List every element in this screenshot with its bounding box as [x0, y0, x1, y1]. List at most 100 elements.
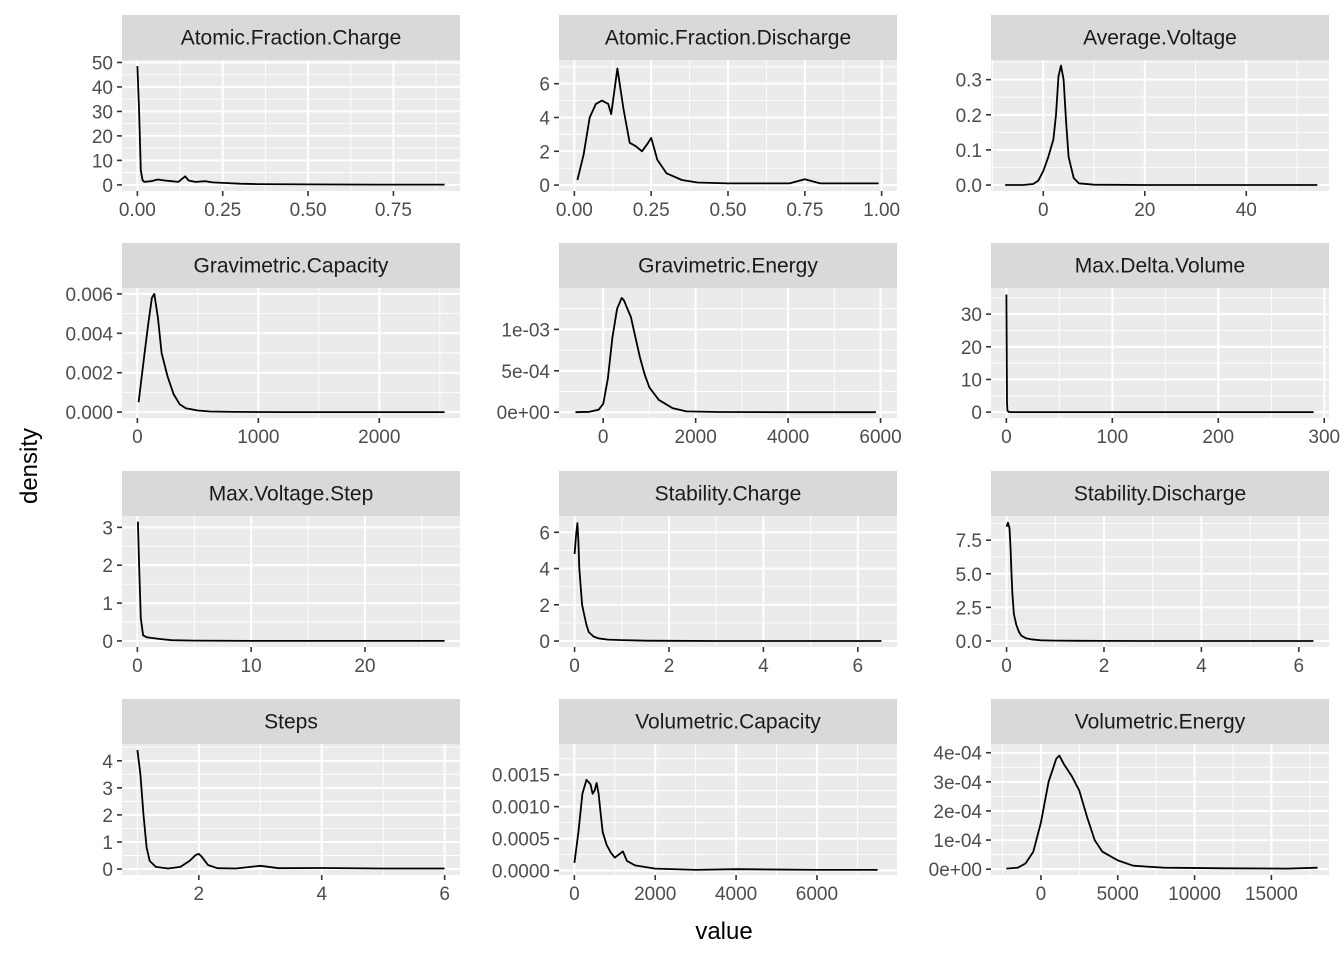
y-tick-label: 2	[539, 142, 550, 163]
y-tick-label: 2.5	[956, 598, 982, 619]
density-line	[576, 67, 879, 185]
density-line	[573, 522, 882, 642]
facet-strip	[122, 243, 460, 288]
x-axis-title: value	[695, 918, 752, 945]
y-tick-label: 10	[92, 151, 113, 172]
x-tick-label: 4	[1196, 656, 1207, 677]
x-tick-label: 0.50	[290, 200, 327, 221]
y-tick-label: 30	[92, 102, 113, 123]
y-tick-label: 4	[539, 108, 550, 129]
x-tick-label: 300	[1308, 427, 1340, 448]
y-tick-label: 6	[539, 75, 550, 96]
panel-background	[991, 60, 1329, 191]
y-tick-label: 10	[961, 370, 982, 391]
facet-panel: Volumetric.Capacity 0 2000 4000 6000 0.0000 0.…	[492, 699, 897, 905]
facet-strip-label: Steps	[264, 711, 318, 734]
x-tick-label: 40	[1236, 200, 1257, 221]
x-tick-label: 0	[1036, 884, 1047, 905]
y-tick-label: 1e-03	[501, 320, 550, 341]
x-tick-label: 2000	[634, 884, 676, 905]
y-tick-label: 4e-04	[933, 744, 982, 765]
x-tick-label: 0.00	[556, 200, 593, 221]
x-tick-label: 6	[439, 884, 450, 905]
y-tick-label: 0.3	[956, 71, 982, 92]
y-tick-label: 30	[961, 305, 982, 326]
facet-strip	[559, 15, 897, 60]
y-tick-label: 3	[102, 518, 113, 539]
y-tick-label: 2	[539, 596, 550, 617]
panel-background	[991, 288, 1329, 418]
y-tick-label: 0.0	[956, 632, 982, 653]
y-tick-label: 0.0005	[492, 830, 550, 851]
density-line	[575, 296, 876, 414]
facet-strip-label: Volumetric.Energy	[1075, 711, 1246, 734]
y-tick-label: 4	[102, 752, 113, 773]
x-tick-label: 20	[1134, 200, 1155, 221]
panel-background	[122, 516, 460, 647]
facet-panel: Gravimetric.Capacity 0 1000 2000 0.000 0.002 0…	[65, 243, 460, 448]
facet-strip-label: Max.Delta.Volume	[1075, 255, 1245, 278]
facet-strip-label: Stability.Discharge	[1074, 483, 1246, 506]
x-tick-label: 0.00	[119, 200, 156, 221]
facet-panel: Max.Voltage.Step 0 10 20 0 1 2 3	[102, 471, 460, 677]
x-tick-label: 15000	[1245, 884, 1298, 905]
x-tick-label: 4	[758, 656, 769, 677]
y-tick-label: 2	[102, 806, 113, 827]
y-axis-title: density	[16, 428, 43, 504]
x-tick-label: 0	[132, 427, 143, 448]
y-tick-label: 1	[102, 594, 113, 615]
x-tick-label: 0.75	[375, 200, 412, 221]
y-tick-label: 0	[539, 176, 550, 197]
y-tick-label: 0.0	[956, 176, 982, 197]
x-tick-label: 0.50	[710, 200, 747, 221]
y-tick-label: 20	[961, 338, 982, 359]
panel-background	[559, 516, 897, 647]
facet-strip-label: Gravimetric.Energy	[638, 255, 818, 278]
density-line	[137, 521, 445, 642]
x-tick-label: 6000	[796, 884, 838, 905]
density-line	[1005, 521, 1314, 642]
density-line	[137, 292, 445, 414]
x-tick-label: 4	[316, 884, 327, 905]
density-line	[136, 749, 445, 870]
panel-background	[122, 744, 460, 875]
y-tick-label: 5e-04	[501, 362, 550, 383]
x-tick-label: 4000	[715, 884, 757, 905]
x-tick-label: 2000	[358, 427, 400, 448]
y-tick-label: 1e-04	[933, 831, 982, 852]
x-tick-label: 1.00	[863, 200, 900, 221]
panel-background	[559, 288, 897, 418]
facet-strip	[991, 699, 1329, 744]
y-tick-label: 40	[92, 78, 113, 99]
y-tick-label: 0.0010	[492, 798, 550, 819]
density-line	[1005, 64, 1318, 186]
panel-background	[991, 516, 1329, 647]
x-tick-label: 200	[1202, 427, 1234, 448]
y-tick-label: 2e-04	[933, 802, 982, 823]
facet-strip	[122, 15, 460, 60]
density-line	[1005, 294, 1314, 414]
x-tick-label: 0	[1001, 427, 1012, 448]
y-tick-label: 0.0000	[492, 862, 550, 883]
y-tick-label: 0	[102, 860, 113, 881]
facet-strip	[991, 243, 1329, 288]
x-tick-label: 2	[194, 884, 205, 905]
x-tick-label: 0.25	[204, 200, 241, 221]
x-tick-label: 0	[569, 884, 580, 905]
x-tick-label: 2	[1099, 656, 1110, 677]
y-tick-label: 0.1	[956, 141, 982, 162]
facet-strip	[559, 471, 897, 516]
x-tick-label: 5000	[1097, 884, 1139, 905]
x-tick-label: 0	[569, 656, 580, 677]
facet-strip-label: Atomic.Fraction.Discharge	[605, 27, 851, 50]
facet-strip-label: Max.Voltage.Step	[209, 483, 374, 506]
x-tick-label: 0	[598, 427, 609, 448]
facet-strip-label: Average.Voltage	[1083, 27, 1237, 50]
x-tick-label: 0	[132, 656, 143, 677]
y-tick-label: 3	[102, 779, 113, 800]
facet-panel: Stability.Discharge 0 2 4 6 0.0 2.5 5.0 7.5	[956, 471, 1329, 677]
x-tick-label: 2	[664, 656, 675, 677]
y-tick-label: 0.002	[65, 364, 113, 385]
x-tick-label: 2000	[675, 427, 717, 448]
